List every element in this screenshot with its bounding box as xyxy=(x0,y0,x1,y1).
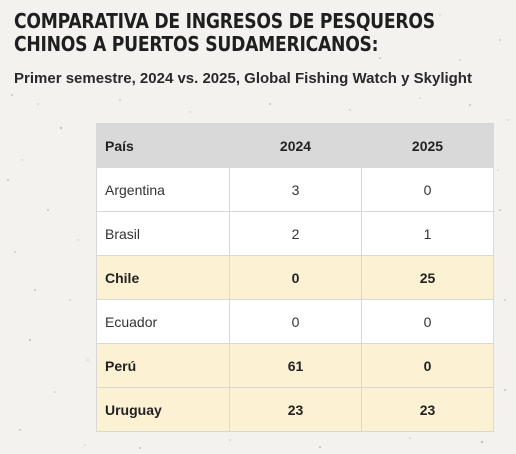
cell-2025: 25 xyxy=(361,255,494,300)
data-table: País 2024 2025 Argentina 3 0 Brasil 2 1 … xyxy=(96,123,494,432)
cell-country: Brasil xyxy=(96,211,230,256)
chart-subtitle: Primer semestre, 2024 vs. 2025, Global F… xyxy=(14,70,472,87)
cell-2025: 0 xyxy=(361,167,494,212)
cell-2024: 23 xyxy=(229,387,362,432)
table-row-peru: Perú 61 0 xyxy=(96,343,494,388)
column-header-2024: 2024 xyxy=(229,123,362,168)
cell-2024: 0 xyxy=(229,255,362,300)
table-header-row: País 2024 2025 xyxy=(96,123,494,168)
cell-2025: 0 xyxy=(361,299,494,344)
cell-2024: 3 xyxy=(229,167,362,212)
column-header-2025: 2025 xyxy=(361,123,494,168)
table-row-ecuador: Ecuador 0 0 xyxy=(96,299,494,344)
cell-country: Argentina xyxy=(96,167,230,212)
cell-country: Ecuador xyxy=(96,299,230,344)
table-row-argentina: Argentina 3 0 xyxy=(96,167,494,212)
table-row-uruguay: Uruguay 23 23 xyxy=(96,387,494,432)
table-row-brasil: Brasil 2 1 xyxy=(96,211,494,256)
cell-country: Chile xyxy=(96,255,230,300)
cell-2025: 1 xyxy=(361,211,494,256)
column-header-country: País xyxy=(96,123,230,168)
cell-2024: 0 xyxy=(229,299,362,344)
cell-2025: 23 xyxy=(361,387,494,432)
cell-2024: 2 xyxy=(229,211,362,256)
chart-title: COMPARATIVA DE INGRESOS DE PESQUEROS CHI… xyxy=(14,9,435,56)
cell-country: Perú xyxy=(96,343,230,388)
cell-2025: 0 xyxy=(361,343,494,388)
cell-country: Uruguay xyxy=(96,387,230,432)
cell-2024: 61 xyxy=(229,343,362,388)
table-row-chile: Chile 0 25 xyxy=(96,255,494,300)
